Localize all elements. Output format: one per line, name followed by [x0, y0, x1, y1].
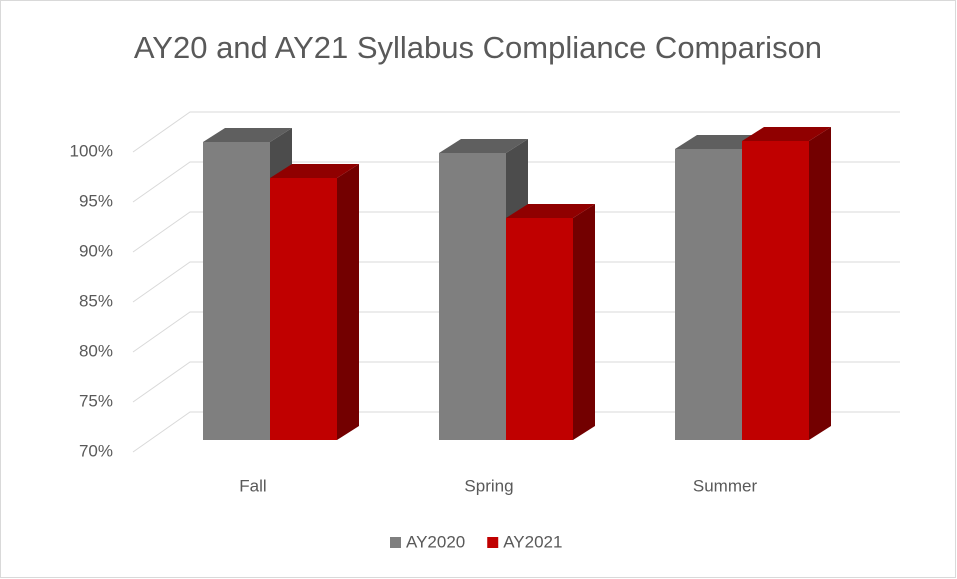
bar: [506, 218, 573, 440]
grid-line: [132, 211, 900, 253]
x-tick-label: Spring: [464, 476, 513, 495]
bar-top: [203, 128, 292, 142]
legend-label: AY2021: [503, 532, 562, 551]
grid-line: [132, 411, 900, 453]
grid-line: [132, 111, 900, 153]
y-tick-label: 75%: [79, 391, 113, 410]
grid-line: [132, 311, 900, 353]
bar: [675, 149, 742, 440]
y-tick-label: 100%: [70, 141, 113, 160]
bar-side: [337, 164, 359, 440]
chart-title: AY20 and AY21 Syllabus Compliance Compar…: [134, 30, 822, 65]
bar-side: [809, 127, 831, 440]
x-tick-label: Summer: [693, 476, 758, 495]
bar: [203, 142, 270, 440]
bar: [439, 153, 506, 440]
bar: [742, 141, 809, 440]
y-tick-label: 85%: [79, 291, 113, 310]
bar-top: [675, 135, 764, 149]
legend-swatch: [487, 537, 499, 548]
y-tick-label: 80%: [79, 341, 113, 360]
y-tick-label: 90%: [79, 241, 113, 260]
bar-top: [439, 139, 528, 153]
bar-top: [742, 127, 831, 141]
grid-line: [132, 261, 900, 303]
legend-swatch: [390, 537, 401, 548]
grid-line: [132, 161, 900, 203]
bar: [270, 178, 337, 440]
grid-line: [132, 361, 900, 403]
legend-label: AY2020: [406, 532, 465, 551]
bar-top: [506, 204, 595, 218]
bar-top: [270, 164, 359, 178]
x-tick-label: Fall: [239, 476, 266, 495]
y-tick-label: 95%: [79, 191, 113, 210]
y-tick-label: 70%: [79, 441, 113, 460]
bar-side: [573, 204, 595, 440]
